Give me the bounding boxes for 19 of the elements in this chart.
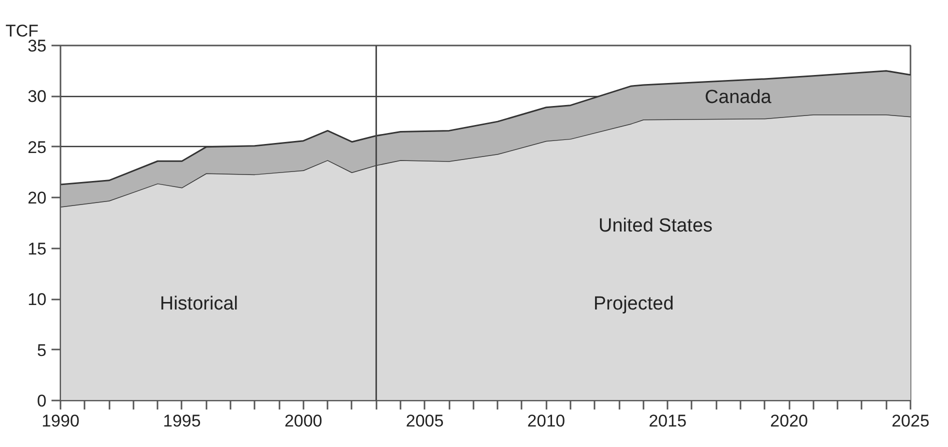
x-tick-label: 2010	[527, 412, 566, 430]
series-label: Canada	[704, 87, 772, 108]
x-tick-label: 1995	[163, 412, 201, 430]
annotation: Projected	[594, 294, 674, 315]
x-tick-label: 2020	[770, 412, 808, 430]
x-tick-label: 2000	[284, 412, 322, 430]
y-tick-label: 10	[28, 290, 47, 310]
y-tick-label: 20	[28, 188, 47, 208]
y-tick-label: 30	[28, 87, 47, 106]
x-tick-label: 2025	[892, 412, 930, 430]
annotation: Historical	[160, 294, 238, 315]
y-tick-label: 25	[28, 138, 47, 157]
y-tick-label: 5	[37, 340, 47, 360]
x-tick-label: 2005	[406, 412, 444, 430]
y-tick-label: 0	[37, 392, 47, 410]
x-tick-label: 1990	[42, 412, 80, 430]
x-tick-label: 2015	[648, 412, 687, 430]
y-tick-label: 15	[28, 239, 47, 258]
series-label: United States	[598, 216, 713, 237]
